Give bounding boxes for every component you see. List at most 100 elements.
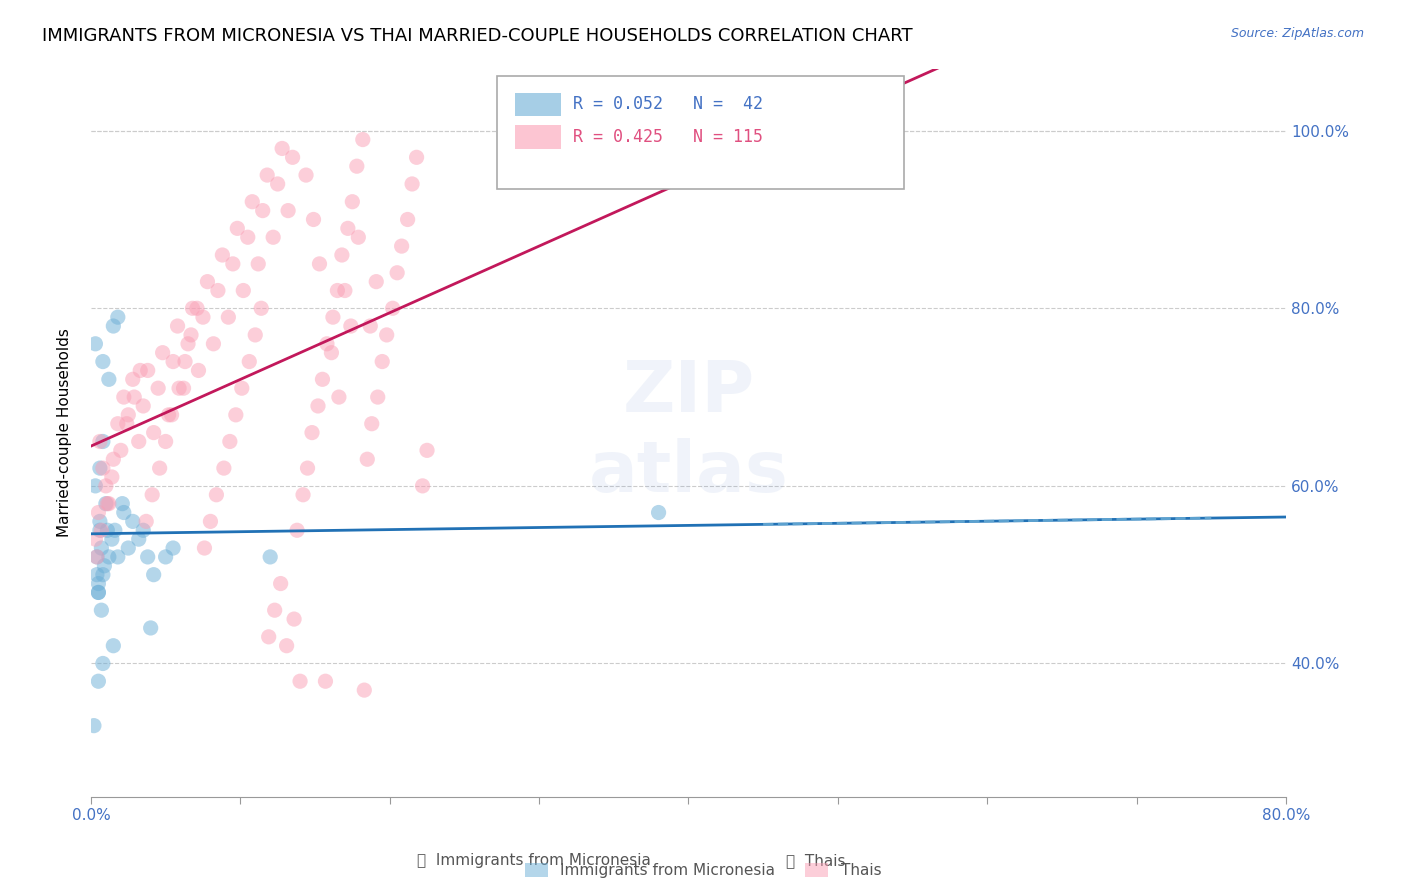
Point [160,408,183,422]
Point [342,194,364,209]
Point [180,327,202,342]
Point [270,576,292,591]
Point [222,257,245,271]
Point [97,497,120,511]
Point [152,345,174,359]
Point [250,301,273,316]
Point [94,479,117,493]
Point [340,319,363,334]
Point [107,417,129,431]
Point [217,310,239,325]
Point [90,523,112,537]
Text: ZIP
atlas: ZIP atlas [589,359,789,507]
Point [247,257,270,271]
Point [276,639,298,653]
Point [257,630,280,644]
Point [346,159,368,173]
Point [333,284,356,298]
Point [202,336,225,351]
Point [316,336,339,351]
Point [336,221,359,235]
Point [162,541,184,555]
Point [236,230,259,244]
Point [225,408,247,422]
Point [107,310,129,325]
Point [87,585,110,599]
Point [186,301,208,316]
Point [391,239,413,253]
Point [352,132,374,146]
Point [401,177,423,191]
Point [328,390,350,404]
Point [245,327,267,342]
Point [292,488,315,502]
Point [187,363,209,377]
Point [136,549,159,564]
Point [412,479,434,493]
Point [87,576,110,591]
Point [347,230,370,244]
Point [89,461,111,475]
Point [266,177,288,191]
Point [231,381,253,395]
Point [132,523,155,537]
Point [173,381,195,395]
Point [295,168,318,182]
Point [281,150,304,164]
Point [112,506,135,520]
Point [97,549,120,564]
Point [115,417,138,431]
Point [142,425,165,440]
Point [142,567,165,582]
Point [307,399,329,413]
Point [367,390,389,404]
Point [200,515,222,529]
Point [103,452,125,467]
Point [191,310,214,325]
Point [405,150,427,164]
Point [103,319,125,334]
Point [301,425,323,440]
Point [149,461,172,475]
Point [360,417,382,431]
Point [91,434,114,449]
Point [96,497,118,511]
Point [288,674,311,689]
Point [107,549,129,564]
Point [263,603,285,617]
Point [375,327,398,342]
Point [87,506,110,520]
Point [155,434,177,449]
Point [322,310,344,325]
Point [396,212,419,227]
Point [91,354,114,368]
Point [89,515,111,529]
Point [326,284,349,298]
Point [112,390,135,404]
Text: Source: ZipAtlas.com: Source: ZipAtlas.com [1230,27,1364,40]
Point [297,461,319,475]
Point [259,549,281,564]
Point [359,319,381,334]
Point [321,345,343,359]
Point [181,301,204,316]
Text: R = 0.052   N =  42: R = 0.052 N = 42 [572,95,762,113]
Point [157,408,180,422]
Bar [515,125,561,149]
Point [117,541,139,555]
Point [330,248,353,262]
Point [101,470,124,484]
Point [356,452,378,467]
Point [135,515,157,529]
Point [91,657,114,671]
Point [166,319,188,334]
Point [218,434,240,449]
Point [87,674,110,689]
Point [128,532,150,546]
Point [271,141,294,155]
Point [193,541,215,555]
Text: 🔴  Thais: 🔴 Thais [786,854,845,868]
Point [101,532,124,546]
Point [94,497,117,511]
Text: R = 0.425   N = 115: R = 0.425 N = 115 [572,128,762,146]
